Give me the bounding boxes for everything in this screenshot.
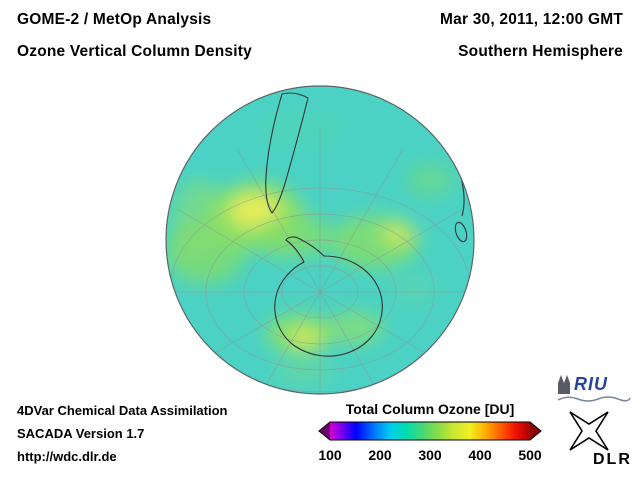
colorbar-title: Total Column Ozone [DU] xyxy=(345,401,515,417)
dlr-star-icon xyxy=(569,411,609,451)
header-product-title: GOME-2 / MetOp Analysis xyxy=(17,11,212,28)
colorbar-tick-500: 500 xyxy=(518,447,542,463)
footer-version-label: SACADA Version 1.7 xyxy=(17,426,145,441)
colorbar-tick-200: 200 xyxy=(368,447,392,463)
south-america-coastline xyxy=(265,92,309,214)
footer-url-label: http://wdc.dlr.de xyxy=(17,449,117,464)
hemisphere-map xyxy=(164,84,476,396)
riu-cathedral-icon xyxy=(558,375,570,394)
ozone-anomaly-field xyxy=(166,114,454,383)
riu-logo: RIU xyxy=(556,374,636,406)
colorbar-left-arrow xyxy=(319,422,330,440)
riu-logo-text: RIU xyxy=(574,374,608,394)
header-quantity-title: Ozone Vertical Column Density xyxy=(17,43,252,60)
colorbar-tick-400: 400 xyxy=(468,447,492,463)
colorbar-gradient xyxy=(330,422,530,440)
madagascar-coastline xyxy=(454,221,468,243)
colorbar-tick-labels: 100 200 300 400 500 xyxy=(318,447,542,465)
dlr-logo-text: DLR xyxy=(593,451,632,468)
ozone-map-globe xyxy=(165,85,475,395)
header-region: Southern Hemisphere xyxy=(458,43,623,60)
antarctica-coastline xyxy=(274,236,383,357)
header-datetime: Mar 30, 2011, 12:00 GMT xyxy=(440,11,623,28)
footer-assimilation-label: 4DVar Chemical Data Assimilation xyxy=(17,403,228,418)
graticule xyxy=(166,127,474,394)
colorbar-outline xyxy=(318,421,542,441)
globe-rim xyxy=(165,85,475,395)
colorbar-tick-300: 300 xyxy=(418,447,442,463)
colorbar-right-arrow xyxy=(530,422,541,440)
riu-wave-icon xyxy=(557,396,631,402)
colorbar-tick-100: 100 xyxy=(318,447,342,463)
colorbar xyxy=(318,421,542,441)
